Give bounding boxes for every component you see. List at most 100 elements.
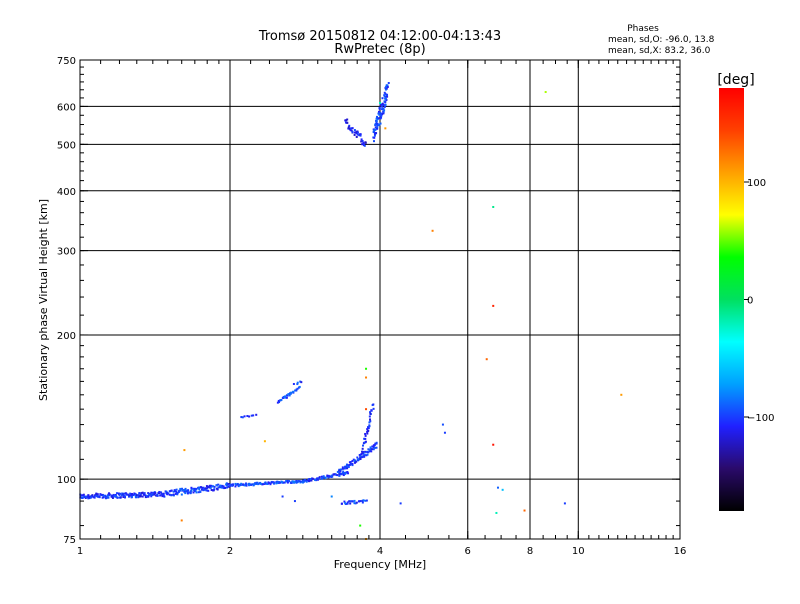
data-point [356, 131, 359, 134]
data-point [360, 453, 363, 456]
x-tick-label: 10 [572, 546, 585, 557]
data-point [151, 493, 154, 496]
data-point [336, 474, 339, 477]
data-point [176, 493, 179, 496]
data-point [367, 427, 370, 430]
data-point [346, 118, 349, 121]
data-point [339, 472, 342, 475]
data-point [295, 389, 298, 392]
data-point [302, 481, 305, 484]
data-point [330, 474, 333, 477]
data-point [204, 487, 207, 490]
data-point [170, 494, 173, 497]
data-point [296, 381, 299, 384]
data-point [290, 391, 293, 394]
data-point [382, 104, 385, 107]
data-point [138, 492, 141, 495]
data-point [114, 495, 117, 498]
data-point [352, 458, 355, 461]
data-point [184, 488, 187, 491]
data-point [376, 127, 379, 130]
data-point [364, 432, 367, 435]
colorbar-tick-label: −100 [747, 413, 774, 424]
data-point [137, 494, 140, 497]
data-point [243, 484, 246, 487]
data-point [175, 488, 178, 491]
data-point [346, 502, 349, 505]
data-points [79, 82, 623, 540]
data-point [399, 502, 402, 505]
data-point [356, 456, 359, 459]
y-tick-label: 500 [57, 140, 76, 151]
data-point [224, 486, 227, 489]
data-point [284, 395, 287, 398]
data-point [355, 460, 358, 463]
data-point [80, 496, 83, 499]
data-point [354, 459, 357, 462]
data-point [351, 459, 354, 462]
stats-line-o: mean, sd,O: -96.0, 13.8 [608, 35, 715, 45]
data-point [275, 482, 278, 485]
data-point [335, 473, 338, 476]
data-point [296, 387, 299, 390]
data-point [148, 493, 151, 496]
data-point [240, 482, 243, 485]
data-point [127, 495, 130, 498]
colorbar-tick-label: 0 [747, 296, 753, 307]
data-point [371, 445, 374, 448]
data-point [159, 494, 162, 497]
data-point [377, 112, 380, 115]
data-point [376, 122, 379, 125]
data-point [363, 455, 366, 458]
data-point [366, 428, 369, 431]
data-point [113, 495, 116, 498]
data-point [348, 463, 351, 466]
data-point [102, 494, 105, 497]
data-point [241, 416, 244, 419]
data-point [375, 442, 378, 445]
data-point [199, 486, 202, 489]
data-point [95, 492, 98, 495]
data-point [253, 483, 256, 486]
data-point [349, 500, 352, 503]
data-point [318, 476, 321, 479]
data-point [492, 205, 495, 208]
data-point [143, 493, 146, 496]
x-tick-label: 1 [77, 546, 83, 557]
data-point [179, 487, 182, 490]
data-point [202, 486, 205, 489]
data-point [361, 450, 364, 453]
data-point [326, 474, 329, 477]
data-point [368, 424, 371, 427]
colorbar: 100 0 −100 [719, 88, 774, 511]
data-point [81, 494, 84, 497]
data-point [369, 420, 372, 423]
data-point [373, 136, 376, 139]
data-point [377, 117, 380, 120]
data-point [523, 509, 526, 512]
data-point [387, 82, 390, 85]
data-point [212, 485, 215, 488]
data-point [278, 401, 281, 404]
data-point [351, 462, 354, 465]
data-point [112, 494, 115, 497]
data-point [340, 468, 343, 471]
data-point [345, 465, 348, 468]
data-point [243, 415, 246, 418]
data-point [298, 385, 301, 388]
data-point [102, 496, 105, 499]
data-point [386, 93, 389, 96]
data-point [201, 487, 204, 490]
data-point [544, 91, 547, 94]
data-point [152, 491, 155, 494]
data-point [93, 496, 96, 499]
data-point [347, 126, 350, 129]
data-point [198, 486, 201, 489]
data-point [338, 474, 341, 477]
data-point [261, 483, 264, 486]
data-point [362, 143, 365, 146]
data-point [144, 494, 147, 497]
data-point [347, 127, 350, 130]
data-point [351, 464, 354, 467]
data-point [346, 501, 349, 504]
